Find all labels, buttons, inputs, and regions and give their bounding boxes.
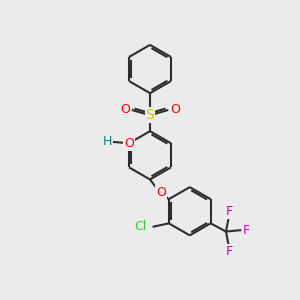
Text: F: F	[225, 205, 233, 218]
Text: Cl: Cl	[134, 220, 147, 233]
Text: H: H	[103, 135, 112, 148]
Text: O: O	[120, 103, 130, 116]
Text: O: O	[170, 103, 180, 116]
Text: F: F	[225, 245, 233, 258]
Text: F: F	[243, 224, 250, 237]
Text: O: O	[124, 137, 134, 150]
Text: O: O	[156, 186, 166, 199]
Text: S: S	[146, 108, 154, 122]
